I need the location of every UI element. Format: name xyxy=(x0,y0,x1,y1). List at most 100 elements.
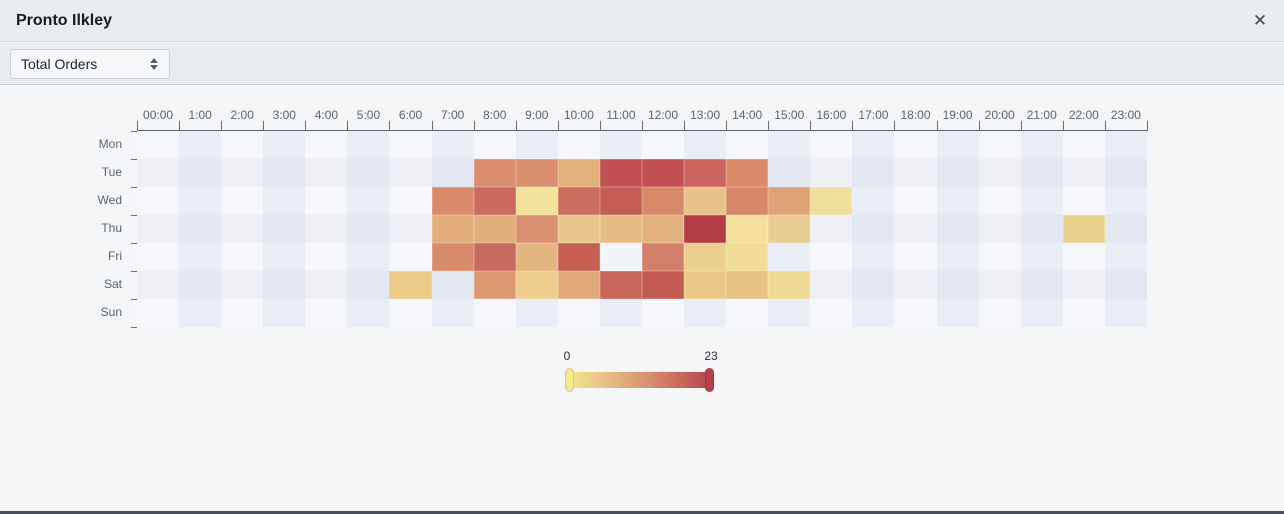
heatmap-cell-Thu-8[interactable] xyxy=(473,214,516,243)
heatmap-cell-empty xyxy=(179,186,222,215)
y-axis-tick xyxy=(131,131,137,132)
heatmap-cell-Wed-9[interactable] xyxy=(515,186,558,215)
x-axis-tick xyxy=(852,121,854,131)
close-icon: ✕ xyxy=(1252,11,1268,30)
heatmap-cell-Fri-8[interactable] xyxy=(473,242,516,271)
heatmap-cell-empty xyxy=(305,158,348,187)
heatmap-cell-empty xyxy=(768,242,811,271)
heatmap-cell-Fri-10[interactable] xyxy=(557,242,600,271)
y-axis-label: Mon xyxy=(98,137,122,151)
heatmap-cell-Tue-10[interactable] xyxy=(557,158,600,187)
heatmap-cell-empty xyxy=(347,214,390,243)
heatmap-cell-empty xyxy=(894,158,937,187)
heatmap-cell-Fri-7[interactable] xyxy=(431,242,474,271)
x-axis-label: 2:00 xyxy=(230,108,254,122)
heatmap-cell-empty xyxy=(263,186,306,215)
heatmap-cell-empty xyxy=(179,214,222,243)
heatmap-cell-empty xyxy=(936,131,979,159)
heatmap-cell-Sat-12[interactable] xyxy=(641,270,685,299)
heatmap-cell-Sat-13[interactable] xyxy=(684,270,727,299)
heatmap-cell-Thu-12[interactable] xyxy=(641,214,685,243)
heatmap-cell-Wed-14[interactable] xyxy=(726,186,769,215)
close-button[interactable]: ✕ xyxy=(1244,5,1276,37)
heatmap-cell-Thu-10[interactable] xyxy=(557,214,600,243)
metric-select[interactable]: Total Orders xyxy=(10,49,170,79)
heatmap-cell-empty xyxy=(810,158,853,187)
heatmap-cell-Thu-7[interactable] xyxy=(431,214,474,243)
heatmap-cell-Thu-14[interactable] xyxy=(726,214,769,243)
heatmap-cell-Sat-8[interactable] xyxy=(473,270,516,299)
heatmap-cell-Wed-8[interactable] xyxy=(473,186,516,215)
x-axis-tick xyxy=(894,121,896,131)
heatmap-cell-Wed-12[interactable] xyxy=(641,186,685,215)
heatmap-cell-empty xyxy=(852,131,895,159)
heatmap-cell-empty xyxy=(936,186,979,215)
heatmap-cell-Tue-14[interactable] xyxy=(726,158,769,187)
heatmap-cell-Fri-13[interactable] xyxy=(684,242,727,271)
legend-min-handle[interactable] xyxy=(565,368,574,392)
heatmap-cell-empty xyxy=(1020,298,1063,327)
heatmap-cell-Sat-14[interactable] xyxy=(726,270,769,299)
heatmap-cell-empty xyxy=(641,298,685,327)
heatmap-cell-empty xyxy=(137,270,180,299)
heatmap-cell-Tue-8[interactable] xyxy=(473,158,516,187)
heatmap-cell-empty xyxy=(305,298,348,327)
heatmap-cell-Tue-12[interactable] xyxy=(641,158,685,187)
legend-max-handle[interactable] xyxy=(705,368,714,392)
heatmap-cell-Sat-15[interactable] xyxy=(768,270,811,299)
heatmap-cell-Wed-16[interactable] xyxy=(810,186,853,215)
heatmap-cell-Tue-11[interactable] xyxy=(599,158,642,187)
x-axis-tick xyxy=(179,121,181,131)
heatmap-cell-Fri-12[interactable] xyxy=(641,242,685,271)
heatmap-cell-empty xyxy=(852,298,895,327)
heatmap-cell-Sat-9[interactable] xyxy=(515,270,558,299)
x-axis-label: 1:00 xyxy=(188,108,212,122)
heatmap-cell-empty xyxy=(1020,186,1063,215)
heatmap-cell-Sat-6[interactable] xyxy=(389,270,432,299)
heatmap-cell-Thu-11[interactable] xyxy=(599,214,642,243)
heatmap-cell-Wed-13[interactable] xyxy=(684,186,727,215)
y-axis-tick xyxy=(131,326,137,328)
heatmap-cell-Sat-10[interactable] xyxy=(557,270,600,299)
y-axis-label: Tue xyxy=(101,164,122,179)
heatmap-cell-empty xyxy=(431,270,474,299)
x-axis-label: 23:00 xyxy=(1110,108,1141,122)
legend-gradient-bar[interactable] xyxy=(567,372,713,388)
heatmap-cell-Thu-9[interactable] xyxy=(515,214,558,243)
heatmap-cell-Fri-9[interactable] xyxy=(515,242,558,271)
heatmap-cell-Wed-15[interactable] xyxy=(768,186,811,215)
heatmap-cell-Wed-7[interactable] xyxy=(431,186,474,215)
x-axis-tick xyxy=(726,121,728,131)
heatmap-cell-empty xyxy=(347,298,390,327)
heatmap-cell-Thu-15[interactable] xyxy=(768,214,811,243)
heatmap-cell-Tue-13[interactable] xyxy=(684,158,727,187)
heatmap-cell-Thu-13[interactable] xyxy=(684,214,727,243)
heatmap-cell-empty xyxy=(894,131,937,159)
heatmap-cell-empty xyxy=(179,270,222,299)
heatmap-cell-Sat-11[interactable] xyxy=(599,270,642,299)
heatmap-cell-Wed-10[interactable] xyxy=(557,186,600,215)
heatmap-cell-empty xyxy=(1020,270,1063,299)
heatmap-cell-empty xyxy=(810,270,853,299)
heatmap-cell-empty xyxy=(389,131,432,159)
heatmap-cell-Tue-9[interactable] xyxy=(515,158,558,187)
x-axis-label: 4:00 xyxy=(314,108,339,122)
heatmap-cell-empty xyxy=(1020,158,1063,187)
heatmap-cell-empty xyxy=(263,158,306,187)
heatmap-cell-Thu-22[interactable] xyxy=(1062,214,1105,243)
heatmap-cell-empty xyxy=(768,158,811,187)
x-axis-tick xyxy=(137,121,138,131)
heatmap-cell-Fri-11[interactable] xyxy=(599,242,642,271)
heatmap-cell-empty xyxy=(1104,242,1147,271)
heatmap-cell-empty xyxy=(305,270,348,299)
heatmap-cell-empty xyxy=(305,214,348,243)
y-axis-tick xyxy=(131,186,137,188)
heatmap-cell-empty xyxy=(515,131,558,159)
heatmap-cell-Fri-14[interactable] xyxy=(726,242,769,271)
x-axis-label: 12:00 xyxy=(648,108,679,122)
x-axis-tick xyxy=(978,121,980,131)
x-axis-label: 17:00 xyxy=(858,108,889,122)
heatmap-cell-Wed-11[interactable] xyxy=(599,186,642,215)
heatmap-cell-empty xyxy=(1062,158,1105,187)
y-axis-tick xyxy=(131,270,137,272)
